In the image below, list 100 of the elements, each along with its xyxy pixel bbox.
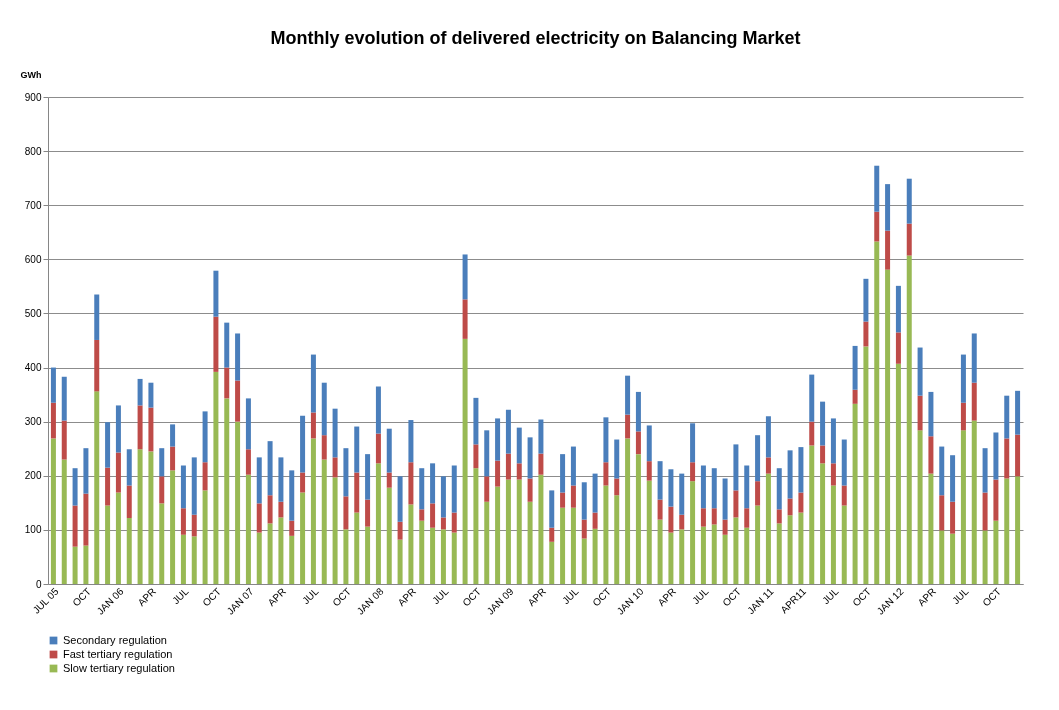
bar [397,539,403,584]
bar [278,501,284,518]
bar [245,449,251,475]
legend-label: Slow tertiary regulation [63,661,175,674]
bar [105,422,111,468]
bar [148,451,154,584]
bar [224,322,230,368]
bar [235,380,241,422]
bar [137,405,143,450]
bar [798,447,804,493]
bar [830,485,836,584]
bar [83,448,89,494]
bar [61,459,67,584]
bar [148,382,154,408]
bar [105,467,111,506]
bar [386,472,392,488]
bar [906,255,912,584]
bar [191,536,197,584]
bar [451,465,457,513]
y-tick-label: 400 [24,362,42,374]
bar [765,473,771,584]
bar [451,512,457,533]
bar [170,470,176,584]
bar [126,485,132,518]
bar [224,398,230,584]
bar [917,395,923,431]
bar [50,438,56,584]
bar [473,397,479,445]
bar [343,496,349,530]
bar [700,526,706,584]
bar [939,530,945,584]
x-tick-label: JAN 11 [745,585,776,617]
bar [1004,478,1010,584]
bar [874,241,880,584]
x-tick-label: JUL [560,585,581,607]
bar [776,468,782,510]
bar [560,492,566,508]
bar [560,454,566,493]
bar [668,532,674,584]
bar [733,517,739,584]
y-tick-label: 900 [24,91,42,103]
bar [982,530,988,584]
bar [895,363,901,584]
bar [711,508,717,525]
bar [191,514,197,537]
bar [993,479,999,521]
bar [603,417,609,463]
bar [505,409,511,454]
bar [939,446,945,496]
bar [50,402,56,439]
bar [798,492,804,513]
bar [148,407,154,452]
bar [191,457,197,515]
bar [343,448,349,497]
bar [365,526,371,584]
bar [625,375,631,415]
bar [874,165,880,212]
bar [300,472,306,493]
bar [950,455,956,502]
bar [310,412,316,439]
bar [885,269,891,584]
chart-title: Monthly evolution of delivered electricity on Balancing Market [270,28,801,48]
bar [646,425,652,462]
bar [906,223,912,256]
bar [581,519,587,539]
bar [614,439,620,479]
bar [462,254,468,300]
bar [950,533,956,584]
bar [592,473,598,513]
bar [213,270,219,317]
bar [105,505,111,584]
bar [603,485,609,584]
bar [159,503,165,584]
bar [776,509,782,524]
bar [332,457,338,478]
bar [852,345,858,390]
bar [516,427,522,464]
bar [419,468,425,510]
bar [180,508,186,535]
bar [744,527,750,584]
bar [419,509,425,521]
bar [971,382,977,421]
bar [657,519,663,584]
bar [321,435,327,460]
bar [538,453,544,475]
bar [170,446,176,471]
y-axis-title: GWh [20,69,42,80]
x-tick-label: JUL [170,585,191,607]
bar [993,520,999,584]
bar [462,299,468,339]
bar [300,415,306,473]
bar [755,481,761,506]
bar [657,461,663,500]
bar [516,479,522,584]
bar [484,430,490,477]
bar [354,426,360,473]
bar [570,507,576,584]
bar [592,528,598,584]
bar [289,470,295,521]
bar [852,403,858,584]
